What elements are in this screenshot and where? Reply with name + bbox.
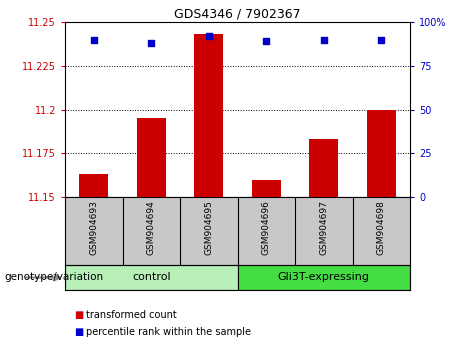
Point — [263, 39, 270, 44]
Text: Gli3T-expressing: Gli3T-expressing — [278, 273, 370, 282]
Text: percentile rank within the sample: percentile rank within the sample — [86, 327, 251, 337]
Bar — [79, 174, 108, 197]
Point — [320, 37, 327, 42]
Bar — [252, 179, 281, 197]
Text: transformed count: transformed count — [86, 310, 177, 320]
Point — [378, 37, 385, 42]
Text: GSM904695: GSM904695 — [204, 200, 213, 255]
Text: genotype/variation: genotype/variation — [5, 273, 104, 282]
Text: GSM904693: GSM904693 — [89, 200, 98, 255]
Bar — [137, 118, 165, 197]
Text: GSM904698: GSM904698 — [377, 200, 386, 255]
Title: GDS4346 / 7902367: GDS4346 / 7902367 — [174, 8, 301, 21]
Text: ■: ■ — [74, 327, 83, 337]
Bar — [195, 34, 223, 197]
Text: GSM904694: GSM904694 — [147, 200, 156, 255]
Text: GSM904696: GSM904696 — [262, 200, 271, 255]
Bar — [65, 265, 237, 290]
Text: GSM904697: GSM904697 — [319, 200, 328, 255]
Point — [205, 33, 213, 39]
Text: ■: ■ — [74, 310, 83, 320]
Bar — [309, 139, 338, 197]
Bar — [237, 265, 410, 290]
Point — [148, 40, 155, 46]
Bar — [367, 109, 396, 197]
Point — [90, 37, 97, 42]
Text: control: control — [132, 273, 171, 282]
